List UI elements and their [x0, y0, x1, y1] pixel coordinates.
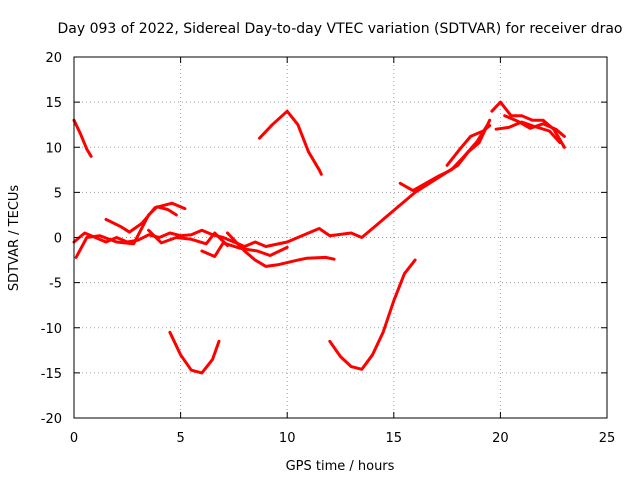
y-tick-label: 10 [45, 141, 62, 156]
y-tick-label: 0 [54, 232, 62, 247]
series-arc-8 [168, 330, 221, 375]
x-tick-label: 15 [386, 431, 403, 446]
x-tick-label: 10 [279, 431, 296, 446]
series-arc-2 [72, 118, 492, 248]
x-tick-label: 0 [70, 431, 78, 446]
chart-title: Day 093 of 2022, Sidereal Day-to-day VTE… [57, 21, 622, 37]
y-tick-label: -5 [49, 277, 62, 292]
plot-series [72, 100, 566, 375]
y-tick-label: -10 [41, 322, 62, 337]
series-arc-7 [226, 231, 336, 268]
y-tick-label: -20 [41, 412, 62, 427]
series-arc-15 [503, 114, 566, 138]
y-tick-label: -15 [41, 367, 62, 382]
series-arc-10 [328, 258, 417, 371]
series-arc-1 [72, 118, 93, 158]
x-tick-label: 5 [176, 431, 184, 446]
y-tick-label: 15 [45, 96, 62, 111]
series-arc-3 [74, 205, 178, 259]
y-axis-label: SDTVAR / TECUs [7, 185, 22, 292]
series-arc-11 [398, 123, 490, 193]
y-tick-label: 20 [45, 51, 62, 66]
series-arc-14 [494, 120, 562, 145]
y-tick-label: 5 [54, 186, 62, 201]
series-arc-5 [147, 228, 229, 248]
axis-ticks: 0 5 10 15 20 25 -20 -15 -10 -5 0 5 10 15 20 [41, 51, 616, 446]
x-tick-label: 20 [492, 431, 509, 446]
series-arc-9 [258, 109, 323, 176]
series-arc-12 [445, 124, 492, 167]
x-tick-label: 25 [599, 431, 616, 446]
series-arc-4 [104, 201, 187, 234]
x-axis-label: GPS time / hours [286, 459, 395, 474]
